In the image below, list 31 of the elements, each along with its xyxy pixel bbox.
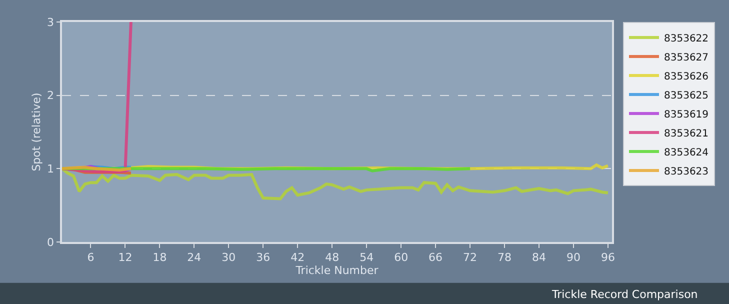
x-tick-label: 18 <box>152 250 167 264</box>
legend-label: 8353625 <box>664 90 709 102</box>
x-axis-title: Trickle Number <box>294 264 379 277</box>
x-tick-label: 24 <box>187 250 202 264</box>
x-tick-label: 90 <box>566 250 580 264</box>
x-tick-label: 72 <box>463 250 478 264</box>
legend-label: 8353619 <box>664 109 709 120</box>
text: Trickle Record Comparison <box>551 288 698 301</box>
x-tick-label: 30 <box>222 250 236 264</box>
y-tick-label: 0 <box>47 236 54 249</box>
legend-label: 8353622 <box>664 33 709 44</box>
legend-label: 8353624 <box>664 147 709 158</box>
x-tick-label: 54 <box>360 250 374 264</box>
legend-label: 8353623 <box>664 166 709 178</box>
y-tick-label: 2 <box>47 89 54 102</box>
x-tick-label: 78 <box>498 250 512 264</box>
x-tick-label: 66 <box>428 250 443 264</box>
x-tick-label: 42 <box>290 250 305 264</box>
x-tick-label: 36 <box>256 250 270 264</box>
legend-label: 8353626 <box>664 71 709 82</box>
x-tick-label: 12 <box>118 250 132 264</box>
y-tick-label: 3 <box>47 16 54 29</box>
x-tick-label: 84 <box>532 250 546 264</box>
legend-label: 8353621 <box>664 128 709 140</box>
x-tick-label: 48 <box>325 250 340 264</box>
legend-label: 8353627 <box>664 52 709 64</box>
y-tick-label: 1 <box>47 162 54 176</box>
y-axis-title: Spot (relative) <box>30 92 44 172</box>
x-tick-label: 6 <box>87 250 94 264</box>
x-tick-label: 60 <box>394 250 408 264</box>
x-tick-label: 96 <box>600 250 615 264</box>
